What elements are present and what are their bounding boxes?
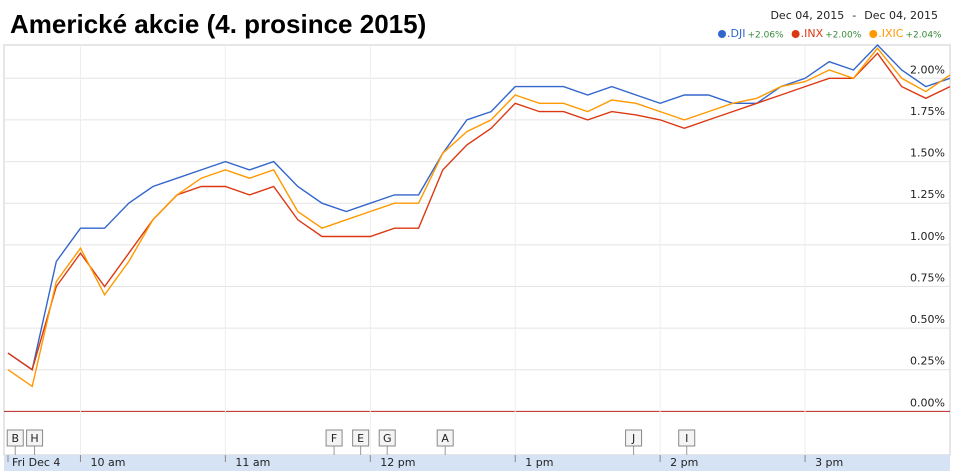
x-tick-label: 12 pm <box>380 456 415 469</box>
x-tick-label: 11 am <box>235 456 270 469</box>
annotation-label: F <box>331 432 337 445</box>
annotation-label: B <box>11 432 19 445</box>
plot-frame <box>3 44 951 456</box>
annotation-label: A <box>441 432 449 445</box>
date-range-part: - <box>852 9 856 22</box>
annotation-box <box>352 429 370 447</box>
series-line <box>7 43 951 371</box>
annotation-box <box>625 429 643 447</box>
legend-swatch <box>791 30 800 38</box>
legend-change: +2.00% <box>825 31 862 41</box>
annotation-label: I <box>685 432 688 445</box>
annotation-label: J <box>631 432 635 445</box>
legend-swatch <box>718 30 726 38</box>
y-tick-label: 1.50% <box>910 147 945 160</box>
annotation-label: E <box>357 432 364 445</box>
plot: 0.00% 0.25% 0.50% 0.75% 1.00% 1.25% 1.50% 1.75%… <box>4 43 951 469</box>
x-tick-label: Fri Dec 4 <box>12 456 60 469</box>
annotation-box <box>678 429 696 447</box>
chart-title: Americké akcie (4. prosince 2015) <box>10 9 426 39</box>
legend-name: .DJI <box>727 27 745 40</box>
annotation-box <box>436 429 454 447</box>
y-tick-label: 1.25% <box>910 188 945 201</box>
x-axis-band <box>4 455 950 471</box>
legend-change: +2.06% <box>747 31 784 41</box>
y-tick-label: 1.00% <box>910 230 945 243</box>
legend-name: .INX <box>801 27 824 40</box>
legend: Dec 04, 2015- Dec 04, 2015.DJI +2.06% .INX +… <box>718 9 942 41</box>
annotation-label: H <box>30 432 38 445</box>
date-range: Dec 04, 2015- Dec 04, 2015 <box>770 9 938 22</box>
annotation-box <box>325 429 343 447</box>
legend-change: +2.04% <box>905 31 942 41</box>
annotation-box <box>6 429 24 447</box>
annotation-box <box>378 429 396 447</box>
date-range-part: Dec 04, 2015 <box>864 9 938 22</box>
x-tick-label: 3 pm <box>815 456 843 469</box>
date-range-part: Dec 04, 2015 <box>770 9 844 22</box>
y-tick-label: 1.75% <box>910 105 945 118</box>
series-line <box>7 47 951 388</box>
legend-swatch <box>869 30 878 38</box>
y-tick-label: 0.25% <box>910 355 945 368</box>
y-tick-label: 0.75% <box>910 271 945 284</box>
x-tick-label: 10 am <box>90 456 125 469</box>
x-tick-label: 2 pm <box>670 456 698 469</box>
y-tick-label: 0.00% <box>910 396 945 409</box>
legend-name: .IXIC <box>878 27 904 40</box>
x-tick-label: 1 pm <box>525 456 553 469</box>
annotation-box <box>26 429 44 447</box>
y-tick-label: 0.50% <box>910 313 945 326</box>
annotation-label: G <box>383 432 392 445</box>
y-tick-label: 2.00% <box>910 63 945 76</box>
